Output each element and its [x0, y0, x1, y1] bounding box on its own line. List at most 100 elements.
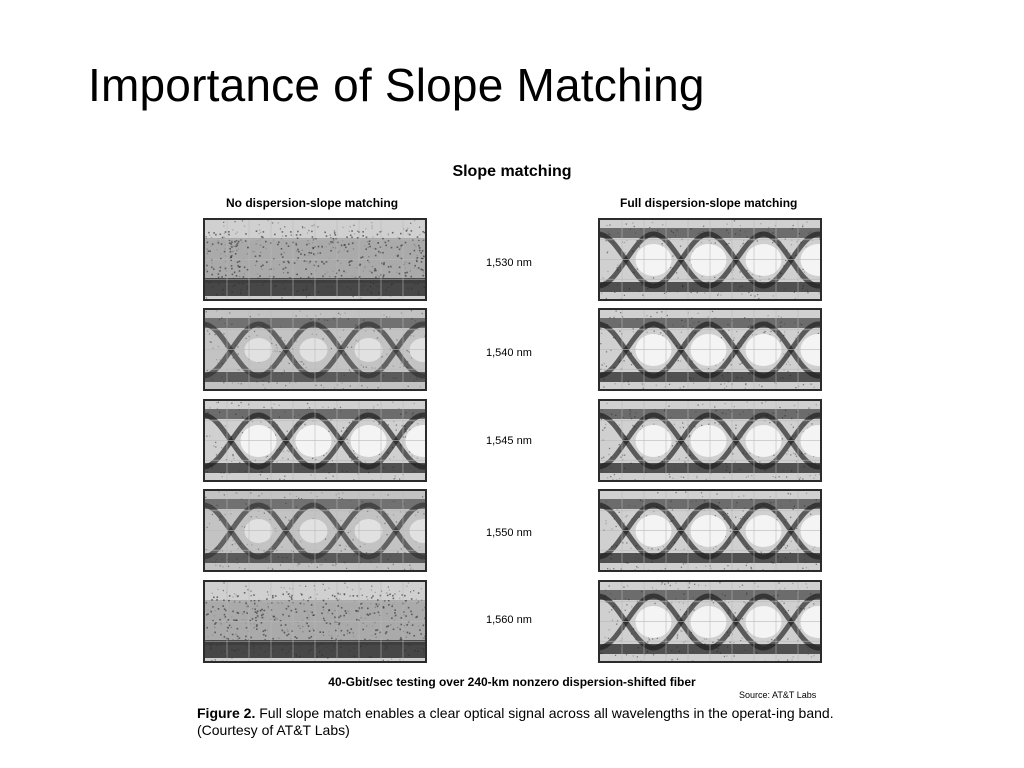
noise-speck	[383, 314, 385, 316]
noise-speck	[723, 568, 726, 570]
noise-speck	[612, 336, 615, 339]
noise-speck	[710, 242, 713, 244]
noise-speck	[354, 453, 356, 455]
noise-speck	[271, 407, 273, 409]
noise-speck	[231, 273, 234, 276]
noise-speck	[295, 611, 298, 613]
noise-speck	[366, 386, 368, 389]
noise-speck	[246, 287, 248, 290]
noise-speck	[235, 275, 238, 277]
noise-speck	[309, 596, 312, 599]
noise-speck	[219, 266, 222, 269]
noise-speck	[310, 474, 312, 476]
noise-speck	[767, 315, 769, 317]
noise-speck	[795, 460, 798, 463]
eye-diagram-left-1540	[203, 308, 427, 391]
noise-speck	[339, 285, 341, 287]
noise-speck	[310, 604, 313, 606]
noise-speck	[741, 637, 743, 639]
noise-speck	[365, 236, 368, 239]
noise-speck	[301, 593, 303, 596]
noise-speck	[322, 275, 324, 278]
wavelength-label: 1,550 nm	[486, 527, 532, 539]
noise-speck	[605, 240, 607, 242]
noise-speck	[223, 221, 225, 223]
noise-speck	[209, 234, 211, 236]
noise-speck	[724, 599, 726, 602]
noise-speck	[322, 338, 324, 340]
noise-speck	[282, 593, 284, 596]
test-conditions-caption: 40-Gbit/sec testing over 240-km nonzero …	[328, 675, 696, 689]
noise-speck	[735, 424, 737, 426]
noise-speck	[688, 436, 690, 438]
noise-speck	[411, 455, 413, 457]
noise-speck	[818, 292, 820, 294]
noise-speck	[229, 250, 232, 253]
eye-diagram-svg	[205, 582, 425, 661]
noise-speck	[404, 241, 407, 244]
noise-speck	[762, 569, 764, 570]
noise-speck	[339, 615, 342, 617]
noise-speck	[288, 519, 290, 521]
noise-speck	[407, 582, 410, 584]
noise-speck	[384, 522, 386, 525]
noise-speck	[295, 315, 297, 317]
noise-speck	[645, 515, 648, 517]
noise-speck	[389, 593, 391, 596]
noise-speck	[287, 650, 290, 653]
noise-speck	[399, 366, 401, 368]
noise-speck	[794, 337, 797, 339]
noise-speck	[665, 333, 667, 335]
noise-speck	[250, 590, 252, 592]
noise-speck	[259, 474, 262, 476]
noise-speck	[409, 351, 411, 353]
noise-speck	[283, 631, 286, 634]
noise-speck	[280, 360, 283, 362]
noise-speck	[799, 628, 801, 631]
noise-speck	[707, 368, 710, 370]
noise-speck	[310, 252, 313, 254]
noise-speck	[785, 518, 788, 521]
noise-speck	[418, 267, 420, 269]
noise-speck	[240, 383, 242, 385]
noise-speck	[413, 402, 415, 405]
noise-speck	[236, 261, 239, 263]
noise-speck	[651, 221, 654, 224]
noise-speck	[330, 347, 332, 350]
noise-speck	[677, 360, 679, 362]
noise-speck	[211, 243, 214, 245]
noise-speck	[303, 548, 305, 550]
noise-speck	[376, 629, 379, 631]
noise-speck	[396, 279, 399, 281]
noise-speck	[699, 330, 701, 332]
noise-speck	[323, 280, 325, 283]
noise-speck	[759, 279, 761, 282]
noise-speck	[258, 599, 260, 602]
noise-speck	[390, 265, 392, 268]
noise-speck	[392, 365, 394, 367]
noise-speck	[676, 633, 679, 635]
noise-speck	[417, 592, 420, 594]
noise-speck	[744, 602, 747, 604]
noise-speck	[273, 403, 275, 405]
noise-speck	[371, 641, 374, 644]
noise-speck	[649, 226, 651, 229]
noise-speck	[295, 340, 297, 342]
noise-speck	[211, 513, 213, 516]
noise-speck	[790, 516, 792, 518]
noise-speck	[258, 361, 260, 363]
noise-speck	[760, 223, 762, 225]
noise-speck	[274, 527, 277, 530]
noise-speck	[605, 351, 608, 353]
noise-speck	[205, 549, 208, 551]
noise-speck	[420, 633, 422, 635]
noise-speck	[247, 645, 249, 647]
noise-speck	[221, 276, 223, 278]
noise-speck	[340, 519, 342, 522]
noise-speck	[705, 638, 708, 640]
noise-speck	[609, 568, 611, 570]
noise-speck	[213, 268, 215, 270]
noise-speck	[746, 631, 748, 633]
noise-speck	[710, 567, 712, 569]
noise-speck	[783, 602, 785, 604]
